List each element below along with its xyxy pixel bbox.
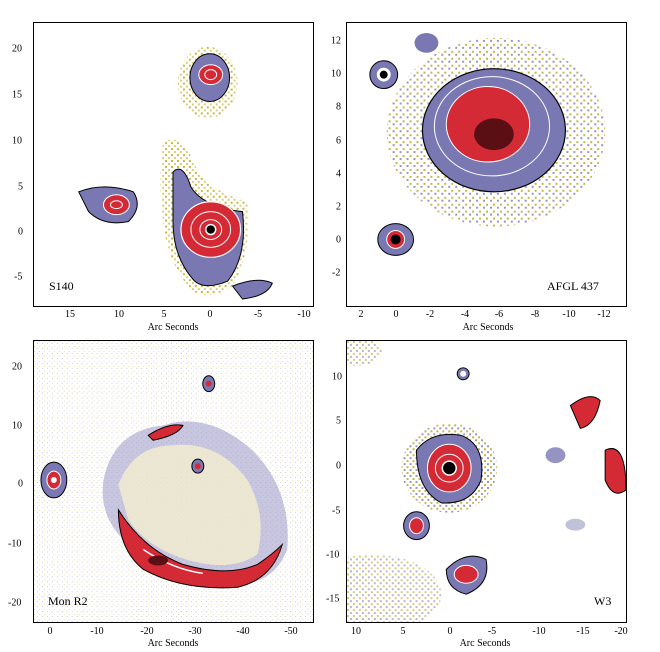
ytick: 10 <box>331 68 341 80</box>
xtick: -10 <box>562 309 576 320</box>
panel-label-s140: S140 <box>49 279 74 293</box>
xtick: -8 <box>530 309 540 320</box>
xtick: -40 <box>236 626 250 637</box>
ytick: 4 <box>336 168 341 180</box>
xtick: -10 <box>532 626 546 637</box>
xtick: -20 <box>614 626 628 637</box>
xtick: -4 <box>460 309 470 320</box>
xtick: 0 <box>207 309 213 320</box>
ytick: 0 <box>18 478 23 490</box>
ytick: 12 <box>331 35 341 47</box>
xtick: -10 <box>297 309 311 320</box>
xtick: 0 <box>47 626 53 637</box>
xtick: -10 <box>90 626 104 637</box>
image-frame-w3 <box>346 340 627 623</box>
s140-image <box>77 46 273 300</box>
ytick: -15 <box>326 593 340 605</box>
xtick: -50 <box>284 626 298 637</box>
xtick: 0 <box>393 309 399 320</box>
ytick: 20 <box>12 43 22 55</box>
ytick: 2 <box>336 201 341 213</box>
xtick: 15 <box>65 309 75 320</box>
xtick: -6 <box>494 309 504 320</box>
ytick: 10 <box>12 420 22 432</box>
ytick: 10 <box>12 135 22 147</box>
ytick: 6 <box>336 135 341 147</box>
xtick: -15 <box>576 626 590 637</box>
x-axis-label: Arc Seconds <box>147 638 199 649</box>
xtick: -5 <box>487 626 497 637</box>
xtick: 2 <box>358 309 364 320</box>
ytick: -2 <box>332 267 341 279</box>
xtick: 10 <box>114 309 124 320</box>
ytick: 5 <box>18 181 23 193</box>
x-axis-label: Arc Seconds <box>147 322 199 333</box>
image-frame-monr2 <box>33 340 314 623</box>
ytick: 15 <box>12 89 22 101</box>
ytick: 8 <box>336 101 341 113</box>
panel-label-monr2: Mon R2 <box>48 594 88 608</box>
panel-label-w3: W3 <box>594 594 612 608</box>
xtick: 10 <box>351 626 361 637</box>
image-frame-afgl437 <box>346 22 627 307</box>
monr2-image <box>34 341 313 622</box>
ytick: 0 <box>18 226 23 238</box>
xtick: 5 <box>400 626 406 637</box>
ytick: 0 <box>336 460 341 472</box>
ytick: 5 <box>336 415 341 427</box>
xtick: 0 <box>447 626 453 637</box>
ytick: -20 <box>8 597 22 609</box>
ytick: -5 <box>14 271 23 283</box>
ytick: -10 <box>8 538 22 550</box>
ytick: -10 <box>326 549 340 561</box>
xtick: -20 <box>140 626 154 637</box>
ytick: 20 <box>12 361 22 373</box>
xtick: -12 <box>597 309 611 320</box>
w3-image <box>347 341 626 622</box>
ytick: 0 <box>336 234 341 246</box>
x-axis-label: Arc Seconds <box>459 638 511 649</box>
image-frame-s140 <box>33 22 314 307</box>
afgl437-image <box>369 32 606 256</box>
xtick: -30 <box>188 626 202 637</box>
xtick: -2 <box>425 309 435 320</box>
x-axis-label: Arc Seconds <box>462 322 514 333</box>
xtick: 5 <box>161 309 167 320</box>
xtick: -5 <box>253 309 263 320</box>
panel-label-afgl437: AFGL 437 <box>547 279 599 293</box>
ytick: -5 <box>332 505 341 517</box>
ytick: 10 <box>332 371 342 383</box>
